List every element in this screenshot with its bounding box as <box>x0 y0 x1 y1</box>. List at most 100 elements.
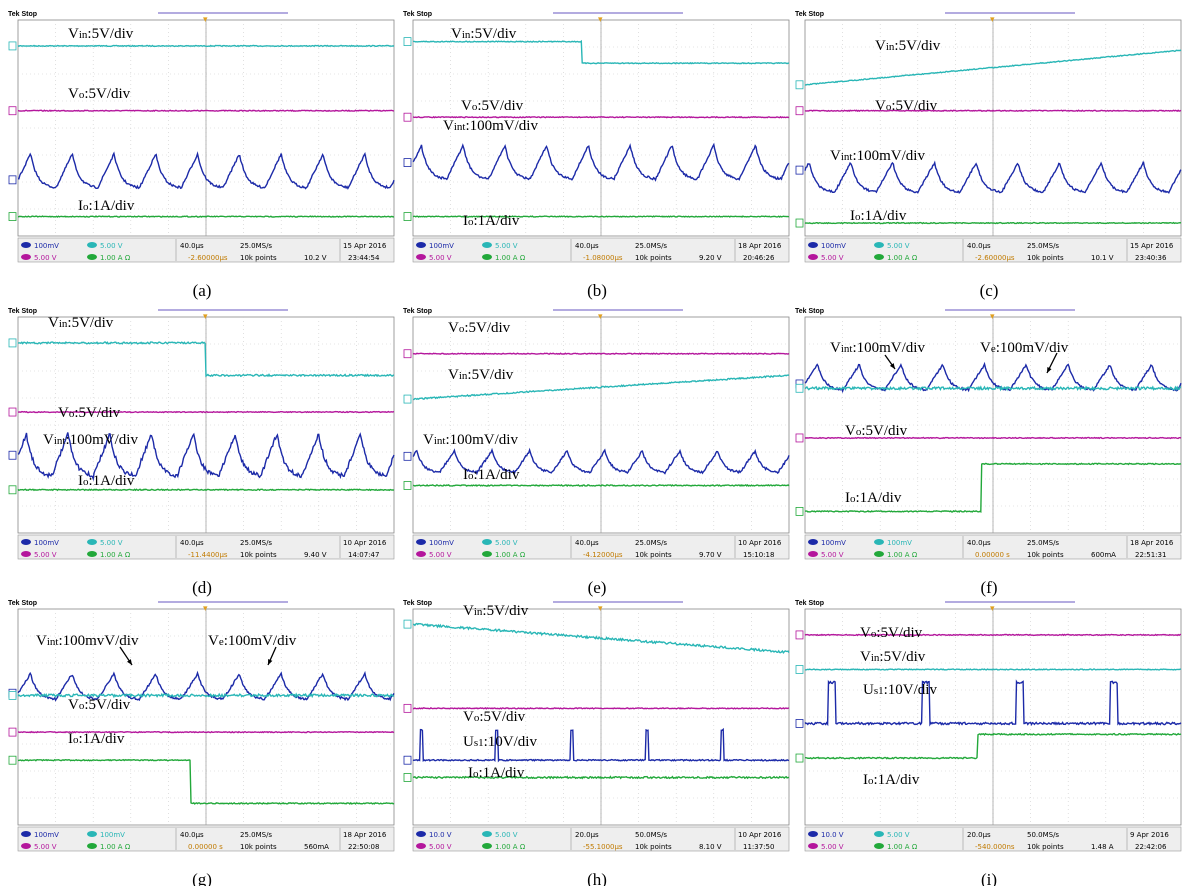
channel-icon <box>21 242 31 248</box>
channel-marker <box>9 756 16 764</box>
scope-brand: Tek Stop <box>403 308 432 315</box>
status-offset: 0.00000 s <box>188 843 223 851</box>
label-rest: :100mV/div <box>852 148 925 164</box>
label-rest: :1A/div <box>874 772 920 788</box>
channel-icon <box>874 539 884 545</box>
channel-icon <box>874 551 884 557</box>
waveform-label: Ve:100mV/div <box>208 633 297 649</box>
channel-icon <box>482 242 492 248</box>
status-ch2: 5.00 V <box>887 242 910 250</box>
status-ch2: 5.00 V <box>495 539 518 547</box>
label-main: V <box>443 118 454 134</box>
label-rest: :5V/div <box>861 423 907 439</box>
channel-marker <box>404 350 411 358</box>
panel-label: (f) <box>981 578 998 597</box>
label-rest: :100mV/div <box>996 340 1069 356</box>
scope-brand: Tek Stop <box>8 600 37 607</box>
status-ch1: 100mV <box>821 242 846 250</box>
label-main: V <box>43 432 54 448</box>
status-date: 18 Apr 2016 <box>738 242 782 250</box>
channel-marker <box>404 159 411 167</box>
status-timebase: 40.0µs <box>575 539 599 547</box>
panel-label: (e) <box>588 578 607 597</box>
label-main: V <box>36 633 47 649</box>
panel-label: (b) <box>587 281 607 300</box>
label-rest: :1A/div <box>474 213 520 229</box>
status-samplerate: 50.0MS/s <box>1027 831 1059 839</box>
status-points: 10k points <box>240 551 277 559</box>
status-date: 9 Apr 2016 <box>1130 831 1169 839</box>
label-subscript: s1 <box>474 737 484 749</box>
scope-panel: Tek Stop▾Vin:5V/divVo:5V/divVint:100mV/d… <box>795 11 1181 300</box>
label-main: U <box>863 682 874 698</box>
trigger-marker: ▾ <box>990 14 995 24</box>
channel-marker <box>404 452 411 460</box>
label-rest: :1A/div <box>89 198 135 214</box>
status-samplerate: 25.0MS/s <box>240 539 272 547</box>
status-ch4: 1.00 A Ω <box>887 551 918 559</box>
status-ch4: 1.00 A Ω <box>100 254 131 262</box>
status-timebase: 40.0µs <box>180 539 204 547</box>
status-ch4: 1.00 A Ω <box>100 551 131 559</box>
channel-icon <box>416 254 426 260</box>
channel-icon <box>874 843 884 849</box>
waveform <box>805 669 1181 670</box>
scope-brand: Tek Stop <box>8 308 37 315</box>
status-ch4: 1.00 A Ω <box>495 551 526 559</box>
status-timebase: 20.0µs <box>967 831 991 839</box>
channel-marker <box>9 486 16 494</box>
panel-label: (a) <box>193 281 212 300</box>
panel-label: (d) <box>192 578 212 597</box>
waveform-label: Io:1A/div <box>68 731 125 747</box>
status-samplerate: 25.0MS/s <box>1027 539 1059 547</box>
status-ch1: 100mV <box>34 539 59 547</box>
channel-marker <box>9 176 16 184</box>
channel-marker <box>9 42 16 50</box>
scope-brand: Tek Stop <box>795 11 824 18</box>
label-main: V <box>860 625 871 641</box>
waveform-label: Io:1A/div <box>463 213 520 229</box>
status-timebase: 40.0µs <box>575 242 599 250</box>
status-ch1: 100mV <box>34 242 59 250</box>
waveform-label: Vint:100mV/div <box>43 432 138 448</box>
waveform-label: Vint:100mvV/div <box>36 633 139 649</box>
status-date: 18 Apr 2016 <box>343 831 387 839</box>
status-ch2: 100mV <box>887 539 912 547</box>
status-ch4: 1.00 A Ω <box>495 254 526 262</box>
channel-icon <box>808 254 818 260</box>
channel-icon <box>21 551 31 557</box>
status-ch1: 100mV <box>429 539 454 547</box>
label-rest: :1A/div <box>856 490 902 506</box>
label-rest: :5V/div <box>876 625 922 641</box>
label-rest: :100mV/div <box>465 118 538 134</box>
waveform-label: Io:1A/div <box>78 473 135 489</box>
label-rest: :5V/div <box>74 405 120 421</box>
status-trigger: 600mA <box>1091 551 1116 559</box>
label-main: V <box>830 148 841 164</box>
status-time: 22:50:08 <box>348 843 379 851</box>
channel-icon <box>416 551 426 557</box>
status-date: 10 Apr 2016 <box>343 539 387 547</box>
status-ch4: 1.00 A Ω <box>100 843 131 851</box>
channel-icon <box>87 551 97 557</box>
status-ch3: 5.00 V <box>34 843 57 851</box>
channel-marker <box>404 395 411 403</box>
waveform <box>805 110 1181 111</box>
label-rest: :5V/div <box>67 315 113 331</box>
waveform-label: Vo:5V/div <box>875 98 938 114</box>
status-date: 10 Apr 2016 <box>738 539 782 547</box>
status-ch3: 5.00 V <box>821 843 844 851</box>
label-rest: :10V/div <box>884 682 938 698</box>
channel-icon <box>416 843 426 849</box>
label-rest: :5V/div <box>464 320 510 336</box>
channel-marker <box>796 107 803 115</box>
scope-brand: Tek Stop <box>795 600 824 607</box>
status-ch3: 5.00 V <box>34 254 57 262</box>
waveform-label: Vo:5V/div <box>68 697 131 713</box>
status-trigger: 10.2 V <box>304 254 327 262</box>
channel-marker <box>796 631 803 639</box>
label-subscript: s1 <box>874 685 884 697</box>
status-ch1: 10.0 V <box>429 831 452 839</box>
channel-icon <box>482 831 492 837</box>
channel-marker <box>404 113 411 121</box>
